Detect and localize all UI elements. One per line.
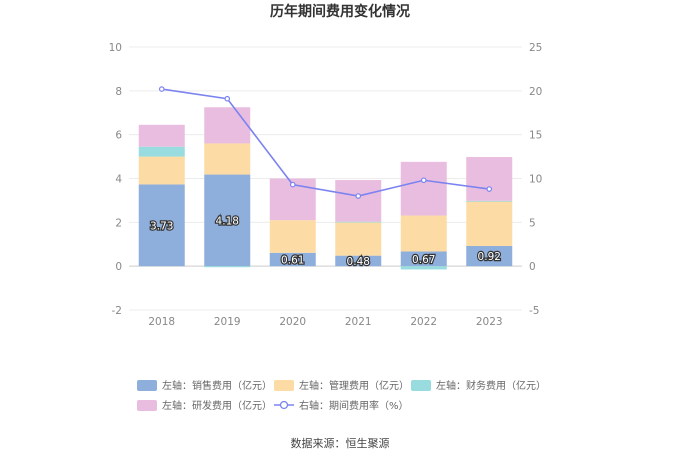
bar-segment <box>138 124 185 147</box>
rate-point <box>289 181 296 188</box>
left-tick-label: -2 <box>112 305 122 317</box>
bar-segment <box>138 184 185 267</box>
left-tick-label: 8 <box>115 86 122 98</box>
bar-segment <box>204 143 251 175</box>
legend-label: 左轴：研发费用（亿元） <box>162 399 272 412</box>
bar-segment <box>335 221 382 223</box>
bar-segment <box>466 246 513 267</box>
bar-segment <box>204 266 251 268</box>
right-tick-label: 5 <box>529 217 536 229</box>
bar-value-label: 4.18 <box>216 215 239 227</box>
legend: 左轴：销售费用（亿元） 左轴：管理费用（亿元） 左轴：财务费用（亿元） 左轴：研发费用… <box>137 379 546 412</box>
right-axis: -5 0 5 10 15 20 25 <box>529 42 542 317</box>
left-axis: -2 0 2 4 6 8 10 <box>109 42 123 317</box>
left-tick-label: 4 <box>115 174 122 186</box>
legend-swatch <box>411 380 431 391</box>
x-tick-label: 2018 <box>148 316 175 328</box>
right-tick-label: 0 <box>529 261 536 273</box>
x-tick-label: 2020 <box>279 316 306 328</box>
bar-labels: 3.73 4.18 0.61 0.48 0.67 0.92 <box>149 214 502 269</box>
rate-point <box>224 95 231 102</box>
bar-segment <box>335 222 382 256</box>
chart-title: 历年期间费用变化情况 <box>270 3 410 20</box>
left-tick-label: 10 <box>109 42 122 54</box>
grid-lines <box>129 46 522 311</box>
bar-segment <box>466 157 513 201</box>
bar-segment <box>400 215 447 252</box>
bar-value-label: 0.67 <box>412 254 435 266</box>
legend-swatch <box>274 380 294 391</box>
bar-segment <box>269 220 316 253</box>
left-tick-label: 6 <box>115 130 122 142</box>
rate-point <box>355 193 362 199</box>
bar-segment <box>400 266 447 270</box>
bar-segment <box>204 107 251 144</box>
legend-line-marker <box>279 400 289 410</box>
left-tick-label: 2 <box>115 217 122 229</box>
bars <box>138 107 513 270</box>
rate-point <box>158 86 165 92</box>
legend-label: 左轴：管理费用（亿元） <box>299 379 409 392</box>
bar-value-label: 0.92 <box>478 251 501 263</box>
bar-segment <box>400 251 447 267</box>
bar-value-label: 0.61 <box>281 254 304 266</box>
right-tick-label: 15 <box>529 130 542 142</box>
legend-label: 右轴：期间费用率（%） <box>299 399 409 412</box>
x-tick-label: 2019 <box>214 316 241 328</box>
right-tick-label: 25 <box>529 42 542 54</box>
x-tick-label: 2021 <box>345 316 372 328</box>
legend-swatch <box>137 400 157 411</box>
legend-swatch <box>137 380 157 391</box>
legend-label: 左轴：销售费用（亿元） <box>162 379 272 392</box>
bar-segment <box>204 174 251 267</box>
bar-segment <box>269 252 316 267</box>
x-axis: 2018 2019 2020 2021 2022 2023 <box>148 316 502 328</box>
legend-label: 左轴：财务费用（亿元） <box>436 379 546 392</box>
data-source: 数据来源：恒生聚源 <box>291 436 390 450</box>
bar-value-label: 3.73 <box>150 220 173 232</box>
bar-segment <box>335 180 382 222</box>
rate-point <box>420 177 427 184</box>
bar-segment <box>335 255 382 267</box>
expense-rate-line <box>158 86 493 199</box>
rate-line-path <box>161 88 490 197</box>
bar-segment <box>400 161 447 216</box>
x-tick-label: 2022 <box>410 316 437 328</box>
right-tick-label: 20 <box>529 86 542 98</box>
x-tick-label: 2023 <box>476 316 503 328</box>
bar-segment <box>138 156 185 185</box>
right-tick-label: 10 <box>529 174 542 186</box>
bar-segment <box>466 200 513 202</box>
right-tick-label: -5 <box>529 305 539 317</box>
rate-point <box>486 186 493 192</box>
left-tick-label: 0 <box>115 261 122 273</box>
bar-value-label: 0.48 <box>347 256 370 268</box>
bar-segment <box>466 201 513 247</box>
bar-segment <box>138 146 185 157</box>
